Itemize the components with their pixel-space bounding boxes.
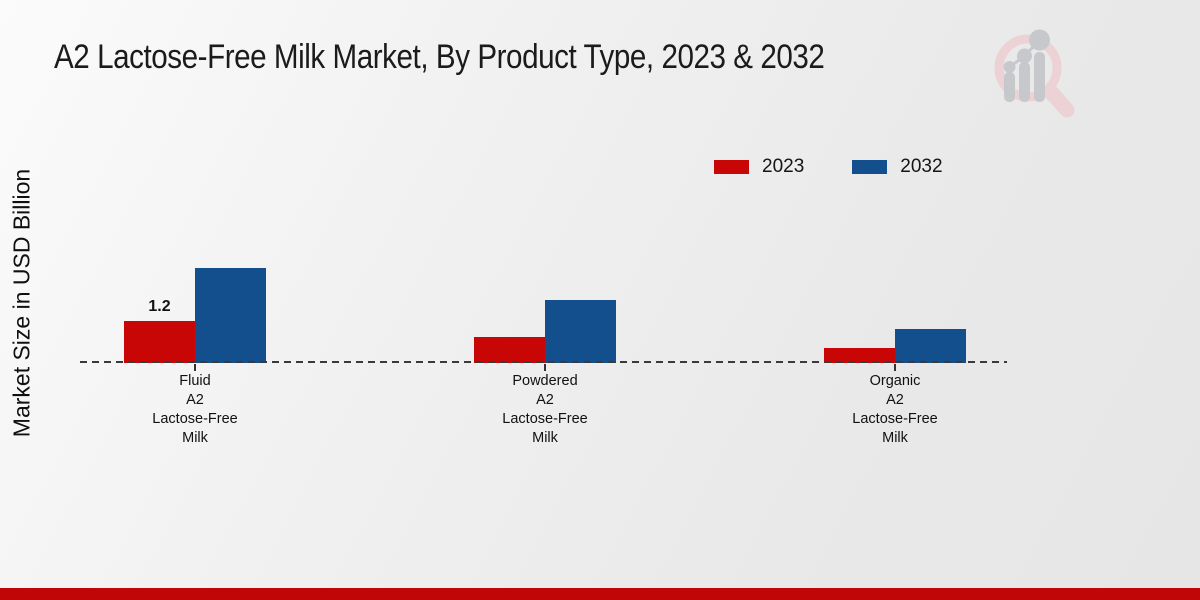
chart-title: A2 Lactose-Free Milk Market, By Product … bbox=[54, 38, 825, 76]
x-axis-tick bbox=[194, 364, 196, 371]
footer-accent-bar bbox=[0, 588, 1200, 600]
legend: 2023 2032 bbox=[714, 156, 943, 178]
x-axis-tick bbox=[894, 364, 896, 371]
legend-label: 2032 bbox=[900, 156, 943, 177]
bar-2032-fluid bbox=[195, 268, 266, 363]
bar-2032-organic bbox=[895, 329, 966, 363]
bar-2023-organic bbox=[824, 348, 895, 363]
legend-label: 2023 bbox=[762, 156, 805, 177]
bar-2023-powdered bbox=[474, 337, 545, 363]
bar-2032-powdered bbox=[545, 300, 616, 363]
x-axis-tick bbox=[544, 364, 546, 371]
legend-item-2032: 2032 bbox=[852, 156, 943, 178]
legend-swatch-2023 bbox=[714, 160, 749, 174]
bar-value-label: 1.2 bbox=[148, 298, 171, 315]
legend-item-2023: 2023 bbox=[714, 156, 804, 178]
category-label-powdered: Powdered A2 Lactose-Free Milk bbox=[502, 373, 588, 446]
category-label-organic: Organic A2 Lactose-Free Milk bbox=[852, 373, 938, 446]
category-label-fluid: Fluid A2 Lactose-Free Milk bbox=[152, 373, 238, 446]
legend-swatch-2032 bbox=[852, 160, 888, 174]
magnifier-bar-chart-logo bbox=[994, 29, 1075, 118]
bar-2023-fluid bbox=[124, 321, 195, 363]
x-axis-baseline bbox=[80, 361, 1007, 363]
